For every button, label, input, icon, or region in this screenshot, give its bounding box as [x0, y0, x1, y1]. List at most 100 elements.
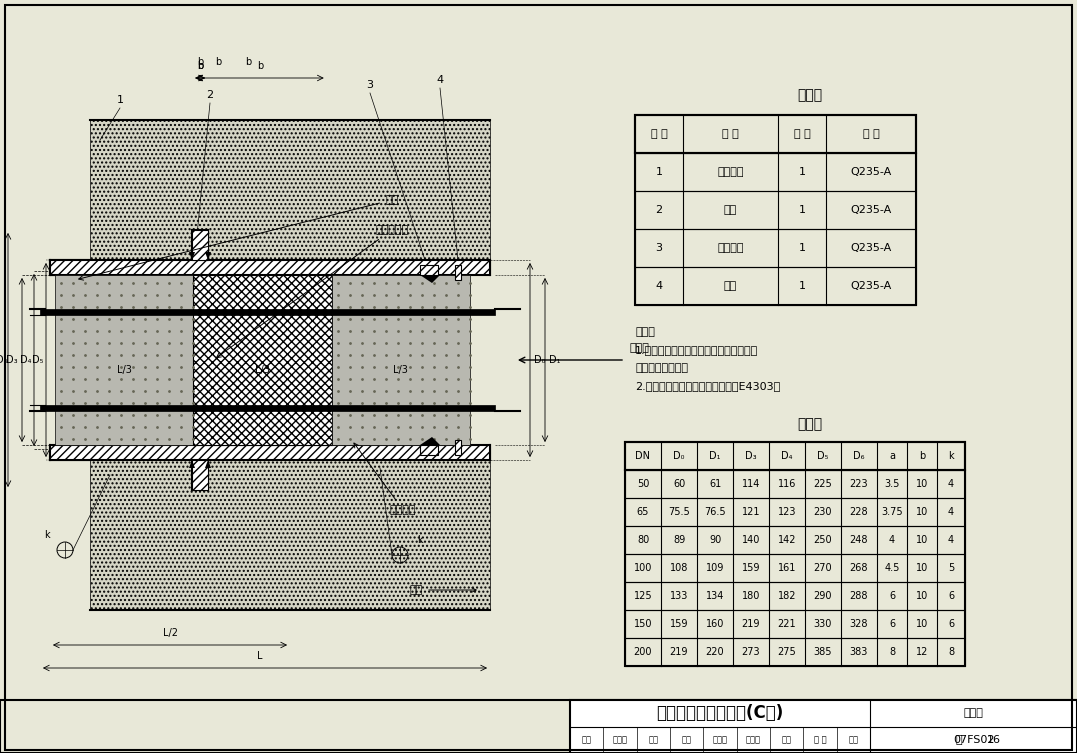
- Bar: [570, 700, 1077, 753]
- Text: 248: 248: [850, 535, 868, 545]
- Text: b: b: [257, 61, 263, 71]
- Text: 383: 383: [850, 647, 868, 657]
- Text: b: b: [919, 451, 925, 461]
- Text: 3.5: 3.5: [884, 479, 899, 489]
- Polygon shape: [55, 275, 194, 445]
- Text: 116: 116: [778, 479, 796, 489]
- Text: 100: 100: [633, 563, 653, 573]
- Text: 270: 270: [814, 563, 833, 573]
- Text: 121: 121: [742, 507, 760, 517]
- Text: 1: 1: [116, 95, 124, 105]
- Text: Q235-A: Q235-A: [851, 167, 892, 177]
- Text: 76.5: 76.5: [704, 507, 726, 517]
- Text: 2: 2: [207, 90, 213, 100]
- Text: 10: 10: [915, 507, 928, 517]
- Text: 61: 61: [709, 479, 722, 489]
- Text: 223: 223: [850, 479, 868, 489]
- Text: 审核: 审核: [582, 735, 591, 744]
- Bar: [635, 229, 917, 267]
- Text: 133: 133: [670, 591, 688, 601]
- Text: L/3: L/3: [116, 365, 131, 375]
- Bar: [635, 267, 917, 305]
- Text: D₀: D₀: [534, 355, 546, 365]
- Text: 330: 330: [814, 619, 833, 629]
- Text: k: k: [44, 530, 50, 540]
- Polygon shape: [454, 440, 461, 455]
- Text: 5: 5: [948, 563, 954, 573]
- Text: 273: 273: [742, 647, 760, 657]
- Text: 142: 142: [778, 535, 796, 545]
- Text: Q235-A: Q235-A: [851, 205, 892, 215]
- Text: 385: 385: [814, 647, 833, 657]
- Text: 10: 10: [915, 535, 928, 545]
- Text: 200: 200: [633, 647, 653, 657]
- Text: b: b: [197, 57, 204, 67]
- Text: a: a: [889, 451, 895, 461]
- Text: 4.5: 4.5: [884, 563, 899, 573]
- Polygon shape: [192, 230, 208, 260]
- Text: L/2: L/2: [163, 628, 178, 638]
- Text: 10: 10: [915, 591, 928, 601]
- Text: 230: 230: [814, 507, 833, 517]
- Text: 2: 2: [656, 205, 662, 215]
- Text: 228: 228: [850, 507, 868, 517]
- Text: 4: 4: [889, 535, 895, 545]
- Text: 89: 89: [673, 535, 685, 545]
- Text: 1: 1: [798, 243, 806, 253]
- Polygon shape: [454, 265, 461, 280]
- Bar: [625, 442, 965, 666]
- Text: b: b: [197, 61, 204, 71]
- Text: 数 量: 数 量: [794, 129, 810, 139]
- Bar: [0, 700, 1077, 753]
- Text: 10: 10: [915, 619, 928, 629]
- Text: 材 料: 材 料: [863, 129, 880, 139]
- Text: 防护密闭套管安装图(C型): 防护密闭套管安装图(C型): [656, 704, 784, 722]
- Bar: [625, 526, 965, 554]
- Text: 150: 150: [633, 619, 653, 629]
- Text: 10: 10: [915, 563, 928, 573]
- Text: b: b: [197, 61, 204, 71]
- Polygon shape: [50, 260, 490, 275]
- Text: Q235-A: Q235-A: [851, 281, 892, 291]
- Text: 159: 159: [742, 563, 760, 573]
- Text: 16: 16: [987, 735, 1001, 745]
- Polygon shape: [205, 460, 211, 468]
- Text: 2.焊接采用手工电弧焊，焊条型号E4303。: 2.焊接采用手工电弧焊，焊条型号E4303。: [635, 381, 780, 391]
- Bar: [635, 115, 917, 305]
- Text: 1: 1: [798, 167, 806, 177]
- Bar: [625, 442, 965, 470]
- Text: 90: 90: [709, 535, 722, 545]
- Text: 182: 182: [778, 591, 796, 601]
- Text: 220: 220: [705, 647, 725, 657]
- Text: 外墙: 外墙: [410, 585, 476, 595]
- Text: D₄: D₄: [20, 355, 31, 365]
- Text: D₁: D₁: [710, 451, 721, 461]
- Text: 125: 125: [633, 591, 653, 601]
- Text: 75.5: 75.5: [668, 507, 690, 517]
- Text: 4: 4: [948, 507, 954, 517]
- Text: 设计: 设计: [782, 735, 792, 744]
- Text: 219: 219: [742, 619, 760, 629]
- Text: D₅: D₅: [32, 355, 44, 365]
- Text: 6: 6: [948, 591, 954, 601]
- Text: 275: 275: [778, 647, 796, 657]
- Text: 油麻: 油麻: [79, 195, 398, 280]
- Text: 4: 4: [948, 535, 954, 545]
- Polygon shape: [332, 275, 470, 445]
- Text: 编 号: 编 号: [651, 129, 668, 139]
- Text: 许为民: 许为民: [613, 735, 628, 744]
- Polygon shape: [194, 275, 332, 445]
- Polygon shape: [420, 275, 440, 283]
- Text: D₅: D₅: [817, 451, 828, 461]
- Text: D₆: D₆: [853, 451, 865, 461]
- Text: 6: 6: [948, 619, 954, 629]
- Bar: [625, 582, 965, 610]
- Text: 4: 4: [656, 281, 662, 291]
- Text: D₃: D₃: [6, 355, 18, 365]
- Text: 250: 250: [814, 535, 833, 545]
- Bar: [625, 554, 965, 582]
- Text: 123: 123: [778, 507, 796, 517]
- Polygon shape: [420, 265, 438, 275]
- Text: k: k: [948, 451, 954, 461]
- Text: D₆: D₆: [0, 355, 8, 365]
